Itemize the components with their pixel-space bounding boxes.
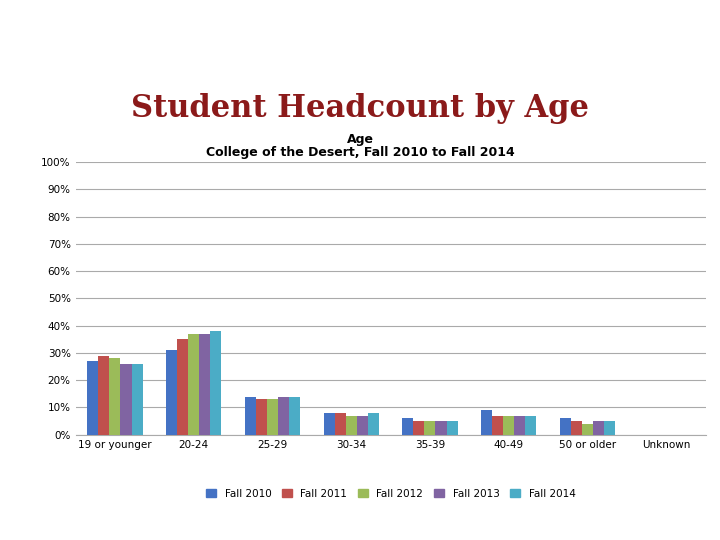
Bar xyxy=(446,421,457,435)
Text: Student Headcount by Age: Student Headcount by Age xyxy=(131,92,589,124)
Bar xyxy=(256,399,267,435)
Bar xyxy=(87,361,99,435)
Bar xyxy=(571,421,582,435)
Bar xyxy=(188,334,199,435)
Bar xyxy=(166,350,177,435)
Bar xyxy=(436,421,446,435)
Bar xyxy=(560,418,571,435)
Bar xyxy=(492,416,503,435)
Bar xyxy=(177,339,188,435)
Bar xyxy=(368,413,379,435)
Bar xyxy=(346,416,356,435)
Text: College of the Desert, Fall 2010 to Fall 2014: College of the Desert, Fall 2010 to Fall… xyxy=(206,146,514,159)
Text: Age: Age xyxy=(346,133,374,146)
Bar xyxy=(199,334,210,435)
Bar xyxy=(278,396,289,435)
Bar xyxy=(324,413,335,435)
Legend: Fall 2010, Fall 2011, Fall 2012, Fall 2013, Fall 2014: Fall 2010, Fall 2011, Fall 2012, Fall 20… xyxy=(202,485,580,503)
Text: 17: 17 xyxy=(348,500,372,518)
Bar xyxy=(402,418,413,435)
Bar xyxy=(132,364,143,435)
Bar xyxy=(514,416,526,435)
Bar xyxy=(604,421,615,435)
Bar xyxy=(503,416,514,435)
Bar xyxy=(267,399,278,435)
Bar xyxy=(425,421,436,435)
Bar xyxy=(120,364,132,435)
Bar xyxy=(335,413,346,435)
Bar xyxy=(99,356,109,435)
Bar xyxy=(481,410,492,435)
Bar xyxy=(289,396,300,435)
Bar xyxy=(356,416,368,435)
Bar xyxy=(210,331,221,435)
Bar xyxy=(413,421,425,435)
Bar xyxy=(582,424,593,435)
Bar xyxy=(109,359,120,435)
Bar xyxy=(526,416,536,435)
Bar xyxy=(245,396,256,435)
Bar xyxy=(593,421,604,435)
